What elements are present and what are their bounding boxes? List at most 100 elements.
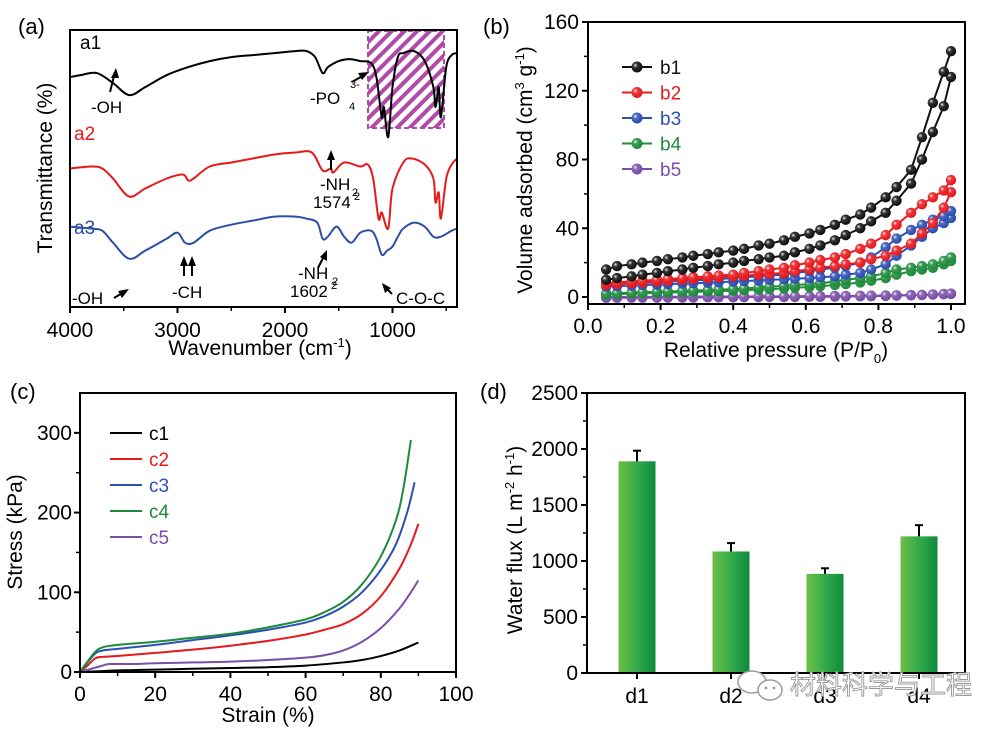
annotation-oh-a3: -OH bbox=[72, 289, 129, 308]
arrow-icon bbox=[320, 250, 327, 261]
data-point-shine bbox=[753, 240, 764, 251]
data-point-shine bbox=[840, 259, 851, 270]
data-point-shine bbox=[916, 131, 928, 143]
panel-label-c: (c) bbox=[10, 379, 36, 404]
legend-label-b5: b5 bbox=[660, 160, 681, 181]
svg-text:-NH: -NH bbox=[320, 175, 350, 194]
svg-text:1574: 1574 bbox=[313, 193, 351, 212]
panel-c: (c) 0 20 40 60 80 100 0 100 200 300 c1 c2 c3 c4 c5 St… bbox=[4, 379, 474, 727]
data-point-shine bbox=[651, 255, 663, 267]
data-point-shine bbox=[738, 283, 750, 294]
y-tick-label-d: 500 bbox=[543, 606, 578, 629]
data-point-shine bbox=[927, 259, 939, 270]
panel-label-b: (b) bbox=[483, 14, 510, 39]
data-point-shine bbox=[916, 228, 928, 239]
x-tick-label-c: 80 bbox=[369, 683, 392, 706]
data-point-shine bbox=[713, 270, 724, 281]
x-tick-label-a: 2000 bbox=[262, 319, 309, 342]
data-point-shine bbox=[905, 262, 917, 273]
series-line-c4 bbox=[79, 439, 412, 673]
arrow-icon bbox=[358, 72, 369, 80]
data-point-shine bbox=[637, 286, 648, 298]
legend-c: c1 c2 c3 c4 c5 bbox=[110, 424, 170, 549]
data-point-shine bbox=[702, 260, 713, 272]
data-point-shine bbox=[804, 243, 815, 255]
data-point-shine bbox=[815, 240, 826, 251]
legend-label-c1: c1 bbox=[149, 424, 169, 445]
x-axis-label-a: Wavenumber (cm-1) bbox=[168, 335, 352, 360]
data-point-shine bbox=[938, 66, 949, 78]
data-point-shine bbox=[938, 211, 949, 222]
data-point-shine bbox=[600, 274, 612, 286]
data-point-shine bbox=[815, 254, 826, 266]
data-point-shine bbox=[688, 285, 699, 296]
data-point-shine bbox=[891, 245, 902, 256]
data-point-shine bbox=[662, 253, 674, 265]
y-tick-label-d: 0 bbox=[566, 662, 578, 685]
data-point-shine bbox=[662, 273, 674, 285]
annotation-nh2-1602: -NH 2 1602 2 bbox=[290, 250, 338, 301]
arrow-icon bbox=[180, 256, 188, 266]
data-point-shine bbox=[778, 262, 790, 273]
data-point-shine bbox=[804, 257, 815, 268]
data-point-shine bbox=[927, 126, 939, 138]
arrow-icon bbox=[327, 150, 335, 160]
data-point-shine bbox=[855, 257, 866, 268]
data-point-shine bbox=[728, 245, 739, 256]
svg-text:2: 2 bbox=[352, 187, 358, 199]
arrow-icon bbox=[118, 289, 129, 298]
data-point-shine bbox=[789, 290, 801, 302]
series-label-a1: a1 bbox=[80, 33, 101, 54]
data-point-shine bbox=[865, 290, 877, 301]
data-point-shine bbox=[815, 290, 826, 302]
x-tick-label-a: 4000 bbox=[47, 319, 94, 342]
plot-frame-a bbox=[69, 29, 458, 308]
bar-d2 bbox=[712, 551, 750, 673]
y-tick-label-c: 0 bbox=[60, 661, 72, 684]
data-point-shine bbox=[880, 290, 891, 301]
data-point-shine bbox=[927, 217, 939, 229]
data-point-shine bbox=[677, 252, 688, 263]
series-label-a3: a3 bbox=[74, 218, 95, 239]
data-point-shine bbox=[829, 235, 841, 246]
data-point-shine bbox=[651, 267, 663, 279]
x-tick-label-c: 100 bbox=[438, 683, 473, 706]
x-tick-label-b: 0.4 bbox=[719, 315, 749, 338]
data-point-shine bbox=[905, 178, 917, 189]
legend-marker-shine bbox=[631, 87, 643, 98]
svg-text:3-: 3- bbox=[350, 79, 360, 91]
data-point-shine bbox=[637, 269, 648, 280]
legend-marker-shine bbox=[631, 163, 643, 175]
series-label-a2: a2 bbox=[74, 124, 95, 145]
arrow-icon bbox=[111, 68, 119, 78]
x-tick-label-c: 60 bbox=[294, 683, 317, 706]
data-point-shine bbox=[764, 291, 775, 302]
y-axis-label-a: Transmittance (%) bbox=[34, 83, 57, 254]
data-point-shine bbox=[945, 46, 957, 57]
legend-b: b1 b2 b3 b4 b5 bbox=[622, 58, 682, 181]
data-point-shine bbox=[855, 267, 866, 279]
arrow-icon bbox=[188, 256, 196, 266]
arrow-icon bbox=[382, 283, 391, 293]
data-point-shine bbox=[611, 272, 623, 284]
legend-label-b2: b2 bbox=[660, 84, 681, 105]
panel-b: (b) 0.0 0.2 0.4 0.6 0.8 1.0 0 40 80 120 160 b1 b2 b3… bbox=[483, 11, 966, 366]
series-line-c1 bbox=[79, 641, 419, 673]
data-point-shine bbox=[626, 259, 637, 270]
data-point-shine bbox=[778, 235, 790, 246]
bar-d4 bbox=[900, 536, 938, 673]
bar-d1 bbox=[618, 461, 656, 673]
data-point-shine bbox=[702, 248, 713, 260]
data-point-shine bbox=[945, 252, 957, 263]
y-tick-label-c: 300 bbox=[37, 422, 72, 445]
data-point-shine bbox=[938, 101, 949, 112]
data-point-shine bbox=[702, 271, 713, 282]
data-point-shine bbox=[753, 253, 764, 265]
data-point-shine bbox=[829, 260, 841, 272]
x-tick-label-b: 0.0 bbox=[573, 315, 602, 338]
legend-label-b1: b1 bbox=[660, 58, 681, 79]
data-point-shine bbox=[713, 259, 724, 270]
legend-label-b3: b3 bbox=[660, 109, 681, 130]
x-tick-label-d: d2 bbox=[719, 685, 742, 708]
